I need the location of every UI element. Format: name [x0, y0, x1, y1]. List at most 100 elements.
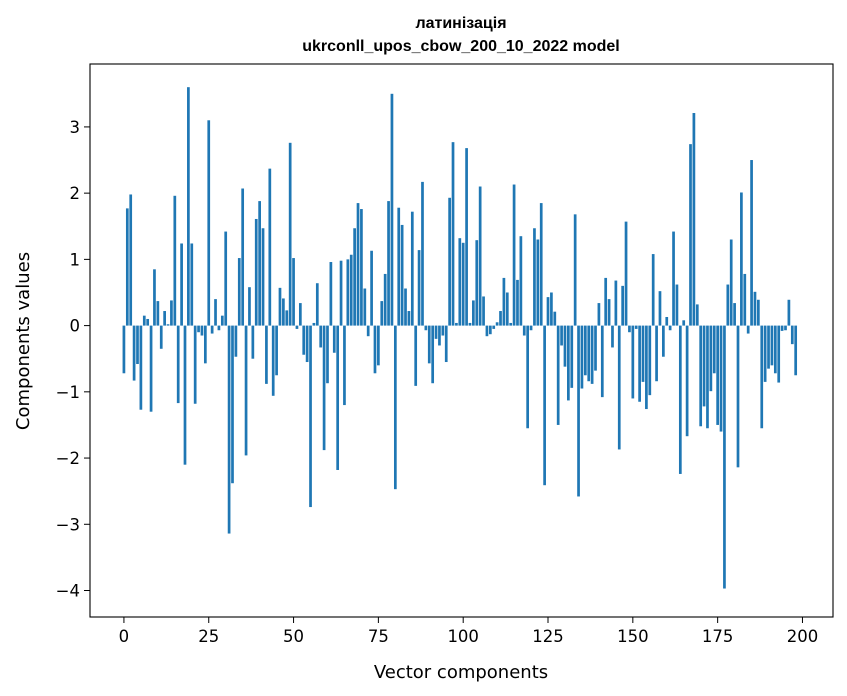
x-tick-label: 0 — [119, 627, 130, 646]
bar-54 — [305, 325, 309, 363]
bar-74 — [373, 325, 377, 374]
bar-184 — [746, 325, 750, 334]
plot-area-frame — [89, 63, 834, 618]
bar-87 — [417, 250, 421, 326]
bar-63 — [336, 325, 340, 470]
bar-80 — [393, 325, 397, 490]
bar-194 — [780, 325, 784, 331]
bar-64 — [339, 260, 343, 326]
bar-116 — [516, 279, 519, 326]
bar-83 — [404, 288, 407, 326]
bar-198 — [794, 325, 798, 376]
y-axis-ticks: −4 −3 −2 −1 0 1 2 3 — [56, 118, 90, 601]
bar-56 — [312, 322, 316, 326]
bar-115 — [512, 184, 516, 326]
bar-19 — [187, 87, 190, 326]
bar-164 — [678, 325, 682, 474]
x-tick-label: 100 — [447, 627, 479, 646]
bar-103 — [472, 300, 475, 326]
bar-197 — [790, 325, 794, 345]
bar-62 — [332, 325, 336, 353]
bar-145 — [614, 280, 618, 326]
bar-176 — [719, 325, 723, 432]
bar-95 — [444, 325, 448, 363]
bar-102 — [468, 322, 472, 326]
bar-65 — [343, 325, 346, 406]
bar-183 — [743, 273, 747, 326]
bar-129 — [560, 325, 563, 346]
bar-73 — [370, 250, 373, 326]
bar-154 — [645, 325, 648, 410]
bar-196 — [787, 299, 791, 326]
y-tick-label: −3 — [56, 515, 80, 534]
bar-137 — [587, 325, 591, 382]
bar-85 — [410, 211, 414, 326]
bar-140 — [597, 303, 601, 326]
bar-165 — [682, 320, 686, 326]
bar-46 — [278, 287, 282, 326]
bar-172 — [706, 325, 709, 429]
bar-193 — [777, 325, 781, 383]
bar-161 — [668, 325, 672, 331]
bar-94 — [441, 325, 445, 336]
bar-84 — [407, 311, 411, 326]
bar-189 — [763, 325, 767, 382]
bar-79 — [390, 93, 394, 326]
bar-110 — [495, 322, 499, 326]
bar-16 — [176, 325, 180, 404]
bar-101 — [465, 148, 468, 326]
bar-119 — [526, 325, 530, 429]
bar-60 — [326, 325, 329, 384]
bar-96 — [448, 197, 451, 326]
bar-88 — [421, 181, 424, 326]
bar-130 — [563, 325, 567, 367]
bar-42 — [265, 325, 268, 384]
bar-117 — [519, 236, 523, 326]
bar-170 — [699, 325, 703, 427]
bar-24 — [203, 325, 207, 364]
bar-36 — [244, 325, 248, 456]
bar-13 — [166, 324, 170, 326]
bar-158 — [658, 291, 662, 326]
bar-192 — [773, 325, 777, 374]
y-tick-label: −4 — [56, 582, 80, 601]
bar-89 — [424, 325, 428, 331]
bar-series — [122, 87, 798, 589]
bar-12 — [163, 311, 166, 326]
bar-133 — [573, 214, 577, 326]
bar-163 — [675, 284, 679, 326]
bar-122 — [536, 239, 540, 326]
bar-139 — [594, 325, 597, 371]
bar-187 — [757, 299, 760, 326]
bar-190 — [767, 325, 770, 369]
bar-151 — [634, 325, 638, 329]
bar-38 — [251, 325, 255, 359]
bar-1 — [125, 208, 129, 326]
x-tick-label: 150 — [617, 627, 649, 646]
bar-100 — [461, 242, 465, 326]
bar-27 — [214, 299, 217, 326]
bar-125 — [546, 297, 550, 326]
bar-11 — [159, 325, 163, 349]
bar-149 — [628, 325, 631, 333]
bar-53 — [302, 325, 306, 355]
bar-39 — [254, 218, 258, 326]
bar-118 — [522, 325, 526, 336]
bar-10 — [156, 301, 160, 326]
bar-191 — [770, 325, 774, 366]
bar-150 — [631, 325, 635, 399]
bar-20 — [190, 243, 194, 326]
bar-181 — [736, 325, 740, 468]
bar-40 — [258, 201, 261, 326]
bar-71 — [363, 288, 367, 326]
bar-112 — [502, 277, 506, 326]
bar-6 — [142, 315, 146, 326]
x-tick-label: 175 — [702, 627, 734, 646]
bar-91 — [431, 325, 435, 384]
bar-51 — [295, 325, 299, 329]
bar-26 — [210, 325, 214, 334]
bar-188 — [760, 325, 764, 429]
bar-59 — [322, 325, 326, 451]
bar-86 — [414, 325, 418, 386]
bar-178 — [726, 284, 730, 326]
